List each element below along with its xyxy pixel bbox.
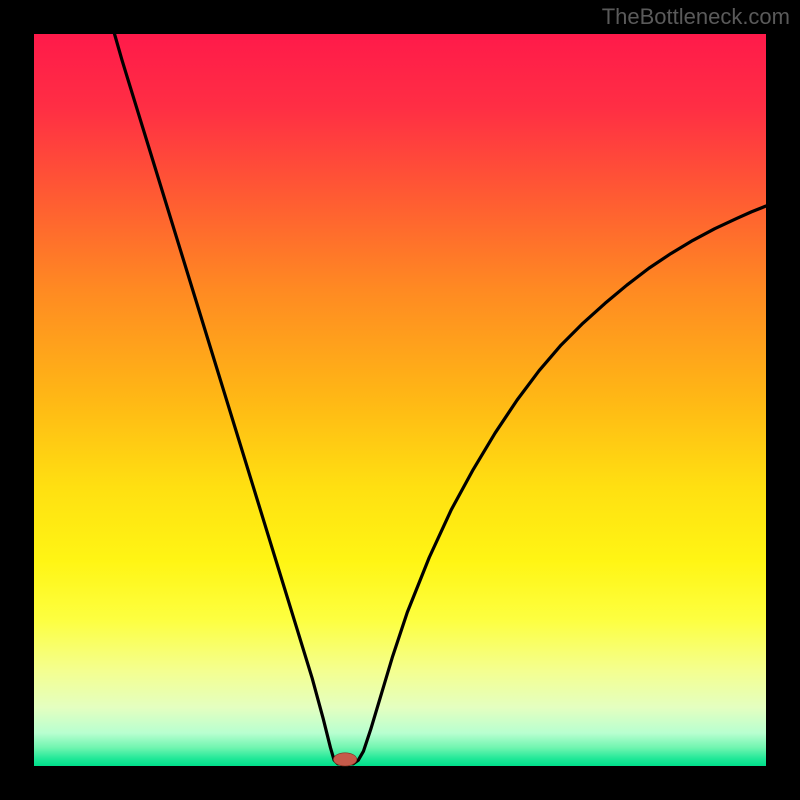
bottleneck-chart bbox=[0, 0, 800, 800]
plot-background bbox=[34, 34, 766, 766]
optimal-point-marker bbox=[333, 753, 356, 766]
chart-container: TheBottleneck.com bbox=[0, 0, 800, 800]
watermark-text: TheBottleneck.com bbox=[602, 4, 790, 30]
